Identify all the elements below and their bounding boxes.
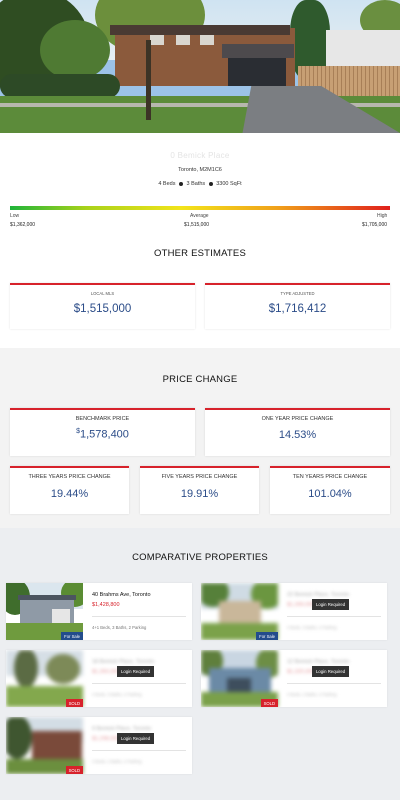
sqft-value: 3300 SqFt [216,181,242,187]
local-mls-value: $1,515,000 [73,303,132,315]
price-change-heading: PRICE CHANGE [162,374,238,385]
property-thumbnail[interactable] [6,650,83,707]
range-average-value: $1,515,000 [184,222,210,228]
range-low-value: $1,362,000 [10,222,36,228]
property-photo [0,0,400,133]
range-average-label: Average [190,213,209,219]
property-thumbnail[interactable] [6,717,83,774]
property-title: 0 Bemick Place [170,151,230,160]
range-high-label: High [377,213,388,219]
property-card-2[interactable]: For Sale 22 Bemick Place, Toronto $1,399… [201,583,387,640]
property-address: 12 Bemick Place, Toronto [287,659,350,665]
one-year-change-value: 14.53% [278,429,317,441]
property-price: $1,320,000 [287,669,315,675]
type-adjusted-label: TYPE ADJUSTED [280,291,315,296]
baths-count: 3 Baths [186,181,206,187]
property-address: 18 Bemick Place, Toronto [92,659,155,665]
property-specs: 4 Beds 3 Baths 3300 SqFt [0,181,400,187]
property-price: $1,399,000 [287,602,315,608]
type-adjusted-card: TYPE ADJUSTED $1,716,412 [205,283,390,329]
property-card-4[interactable]: SOLD 12 Bemick Place, Toronto $1,320,000… [201,650,387,707]
benchmark-currency: $ [76,428,80,435]
property-details: 4 Beds, 2 Baths, 2 Parking [287,692,337,697]
property-price: $1,298,000 [92,736,120,742]
benchmark-price-label: BENCHMARK PRICE [75,416,130,422]
login-required-button[interactable]: Login Required [312,599,350,610]
property-address[interactable]: 40 Brahms Ave, Toronto [92,592,151,598]
ten-year-change-value: 101.04% [308,488,352,500]
property-city: Toronto, M2M1C6 [178,167,222,173]
benchmark-price-value: 1,578,400 [79,428,129,441]
property-details: 3 Beds, 2 Baths, 2 Parking [92,759,142,764]
ten-year-change-card: TEN YEARS PRICE CHANGE 101.04% [270,466,390,514]
property-card-5[interactable]: SOLD 9 Bemick Place, Toronto $1,298,000 … [6,717,192,774]
local-mls-card: LOCAL MLS $1,515,000 [10,283,195,329]
login-required-button[interactable]: Login Required [117,666,155,677]
range-high-value: $1,705,000 [362,222,388,228]
beds-count: 4 Beds [158,181,176,187]
property-price: $1,428,800 [92,602,120,608]
range-low-label: Low [10,213,20,219]
property-thumbnail[interactable]: For Sale [6,583,83,640]
other-estimates-heading: OTHER ESTIMATES [153,248,247,259]
property-thumbnail[interactable] [201,583,278,640]
for-sale-badge: For Sale [61,632,83,640]
five-year-change-card: FIVE YEARS PRICE CHANGE 19.91% [140,466,259,514]
local-mls-label: LOCAL MLS [90,291,115,296]
one-year-change-card: ONE YEAR PRICE CHANGE 14.53% [205,408,390,456]
property-address: 9 Bemick Place, Toronto [92,726,152,732]
benchmark-price-card: BENCHMARK PRICE $1,578,400 [10,408,195,456]
sold-badge: SOLD [65,699,83,707]
three-year-change-card: THREE YEARS PRICE CHANGE 19.44% [10,466,129,514]
sold-badge: SOLD [65,766,83,774]
dot-separator-icon [208,181,213,186]
property-card-1[interactable]: For Sale 40 Brahms Ave, Toronto $1,428,8… [6,583,192,640]
property-details: 4 Beds, 3 Baths, 2 Parking [287,625,337,630]
login-required-button[interactable]: Login Required [117,733,155,744]
property-address: 22 Bemick Place, Toronto [287,592,350,598]
property-details: 4+1 Beds, 3 Baths, 2 Parking [92,625,147,630]
estimate-range-bar [10,206,390,210]
login-required-button[interactable]: Login Required [312,666,350,677]
ten-year-change-label: TEN YEARS PRICE CHANGE [292,474,368,480]
comparative-heading: COMPARATIVE PROPERTIES [132,552,268,563]
one-year-change-label: ONE YEAR PRICE CHANGE [261,416,334,422]
five-year-change-value: 19.91% [180,488,219,500]
property-price: $1,350,000 [92,669,120,675]
five-year-change-label: FIVE YEARS PRICE CHANGE [161,474,238,480]
property-card-3[interactable]: SOLD 18 Bemick Place, Toronto $1,350,000… [6,650,192,707]
sold-badge: SOLD [260,699,278,707]
dot-separator-icon [179,181,183,186]
property-thumbnail[interactable] [201,650,278,707]
type-adjusted-value: $1,716,412 [268,303,327,315]
for-sale-badge: For Sale [256,632,278,640]
three-year-change-label: THREE YEARS PRICE CHANGE [28,474,111,480]
property-details: 4 Beds, 3 Baths, 2 Parking [92,692,142,697]
three-year-change-value: 19.44% [50,488,89,500]
